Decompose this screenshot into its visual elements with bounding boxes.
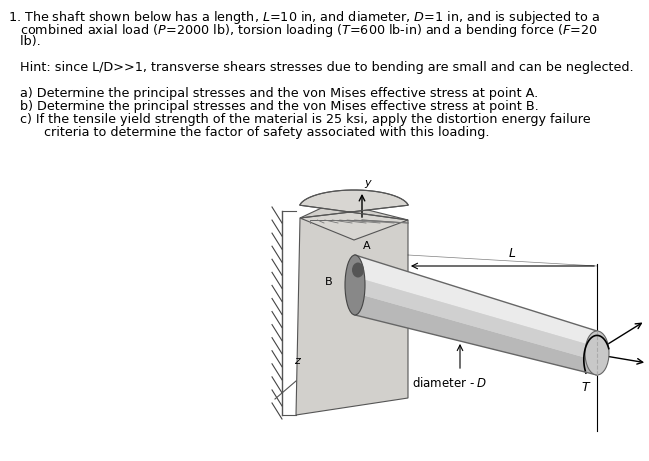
- Text: c) If the tensile yield strength of the material is 25 ksi, apply the distortion: c) If the tensile yield strength of the …: [8, 113, 591, 126]
- Polygon shape: [355, 293, 597, 375]
- Text: criteria to determine the factor of safety associated with this loading.: criteria to determine the factor of safe…: [8, 126, 489, 139]
- Polygon shape: [355, 255, 597, 347]
- Text: 1. The shaft shown below has a length, $\it{L}$=10 in, and diameter, $\it{D}$=1 : 1. The shaft shown below has a length, $…: [8, 9, 600, 26]
- Text: a) Determine the principal stresses and the von Mises effective stress at point : a) Determine the principal stresses and …: [8, 87, 538, 100]
- Text: $L$: $L$: [508, 247, 516, 260]
- Text: b) Determine the principal stresses and the von Mises effective stress at point : b) Determine the principal stresses and …: [8, 100, 539, 113]
- Ellipse shape: [352, 262, 364, 278]
- Ellipse shape: [585, 331, 609, 375]
- Polygon shape: [355, 255, 597, 375]
- Polygon shape: [300, 190, 408, 240]
- Text: diameter - $D$: diameter - $D$: [412, 376, 488, 390]
- Polygon shape: [355, 277, 597, 361]
- Text: combined axial load ($\it{P}$=2000 lb), torsion loading ($\it{T}$=600 lb-in) and: combined axial load ($\it{P}$=2000 lb), …: [8, 22, 598, 39]
- Text: A: A: [363, 241, 371, 251]
- Text: z: z: [294, 356, 300, 366]
- Ellipse shape: [345, 255, 365, 315]
- Text: y: y: [364, 178, 371, 188]
- Text: $F$: $F$: [648, 314, 649, 327]
- Text: lb).: lb).: [8, 35, 41, 48]
- Text: B: B: [325, 277, 333, 287]
- Text: $T$: $T$: [581, 382, 591, 395]
- Polygon shape: [296, 204, 408, 415]
- Text: Hint: since L/D>>1, transverse shears stresses due to bending are small and can : Hint: since L/D>>1, transverse shears st…: [8, 61, 633, 74]
